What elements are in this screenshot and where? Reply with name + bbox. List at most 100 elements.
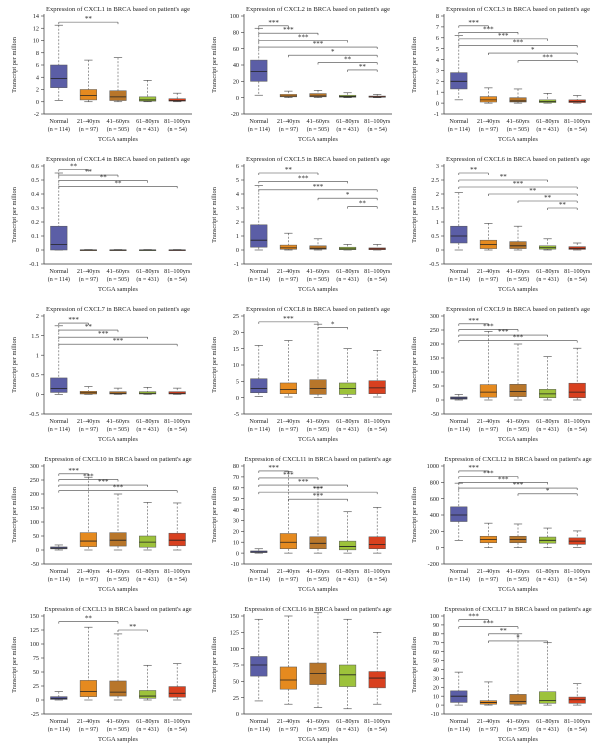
x-tick-count: (n = 97) (79, 126, 98, 133)
y-axis-label: Transcript per million (411, 36, 418, 93)
significance-bracket: * (517, 487, 578, 496)
y-tick-label: 0 (436, 702, 439, 709)
significance-bracket: *** (458, 475, 548, 485)
x-tick-label: 41–60yrs (106, 418, 130, 425)
significance-bracket: *** (258, 40, 378, 50)
x-tick-count: (n = 114) (48, 726, 70, 733)
box-2140yrs (79, 249, 97, 251)
x-tick-label: 61–80yrs (336, 118, 360, 125)
significance-label: *** (468, 613, 479, 621)
significance-label: *** (113, 484, 124, 492)
y-tick-label: 0.5 (31, 372, 39, 379)
box-81100yrs (568, 683, 586, 706)
x-tick-label: 41–60yrs (306, 118, 330, 125)
box-body (250, 59, 268, 82)
x-tick-count: (n = 97) (279, 426, 298, 433)
box-81100yrs (168, 92, 186, 103)
box-4160yrs (509, 225, 527, 251)
y-tick-label: 2 (36, 313, 39, 320)
x-tick-count: (n = 505) (307, 276, 329, 283)
significance-label: *** (68, 467, 79, 475)
box-body (509, 384, 527, 397)
x-tick-label: 41–60yrs (306, 568, 330, 575)
significance-label: ** (85, 323, 93, 331)
box-body (450, 690, 468, 703)
y-tick-label: 2.5 (431, 177, 439, 184)
x-tick-label: Normal (49, 568, 68, 575)
chart-panel: Expression of CXCL6 in BRCA based on pat… (411, 156, 592, 293)
x-tick-count: (n = 505) (107, 726, 129, 733)
x-tick-label: 41–60yrs (506, 718, 530, 725)
significance-bracket: ** (58, 179, 178, 189)
y-axis-label: Transcript per million (11, 186, 18, 243)
significance-label: *** (498, 328, 509, 336)
significance-bracket: * (488, 634, 548, 643)
box-normal (50, 325, 68, 395)
x-tick-label: 61–80yrs (536, 118, 560, 125)
x-tick-count: (n = 114) (248, 276, 270, 283)
box-2140yrs (79, 476, 97, 551)
y-axis-label: Transcript per million (11, 486, 18, 543)
significance-label: *** (68, 316, 79, 324)
chart-title: Expression of CXCL1 in BRCA based on pat… (46, 6, 190, 13)
x-tick-label: 21–40yrs (477, 568, 501, 575)
box-normal (450, 394, 468, 401)
significance-bracket: ** (58, 615, 119, 624)
box-2140yrs (279, 471, 297, 554)
box-normal (50, 172, 68, 251)
y-tick-label: 60 (233, 46, 239, 53)
x-tick-count: (n = 54) (368, 426, 387, 433)
y-tick-label: 50 (33, 669, 39, 676)
y-tick-label: 30 (233, 518, 239, 525)
x-tick-label: 41–60yrs (306, 268, 330, 275)
x-tick-label: Normal (249, 718, 268, 725)
box-6180yrs (339, 244, 357, 251)
box-81100yrs (568, 347, 586, 401)
significance-label: *** (513, 481, 524, 489)
box-body (168, 532, 186, 547)
box-body (368, 671, 386, 689)
x-tick-count: (n = 114) (248, 726, 270, 733)
x-tick-label: Normal (449, 718, 468, 725)
y-tick-label: 2 (436, 79, 439, 86)
box-normal (450, 482, 468, 541)
x-tick-count: (n = 114) (448, 426, 470, 433)
y-axis-label: Transcript per million (411, 186, 418, 243)
significance-label: *** (542, 54, 553, 62)
box-normal (250, 548, 268, 554)
significance-bracket: * (317, 320, 348, 330)
significance-bracket: ** (347, 200, 378, 209)
x-tick-count: (n = 505) (507, 426, 529, 433)
box-2140yrs (479, 87, 497, 104)
x-tick-count: (n = 431) (536, 276, 558, 283)
x-tick-count: (n = 97) (79, 726, 98, 733)
y-tick-label: 20 (233, 330, 239, 337)
x-tick-count: (n = 114) (48, 126, 70, 133)
significance-label: *** (283, 315, 294, 323)
x-tick-count: (n = 431) (336, 726, 358, 733)
significance-label: *** (468, 19, 479, 27)
significance-bracket: ** (488, 627, 519, 636)
chart-title: Expression of CXCL12 in BRCA based on pa… (444, 456, 591, 463)
significance-bracket: *** (458, 334, 578, 343)
box-4160yrs (109, 493, 127, 551)
significance-label: *** (313, 492, 324, 500)
y-axis-label: Transcript per million (211, 336, 218, 393)
x-tick-label: Normal (249, 568, 268, 575)
box-6180yrs (539, 238, 557, 251)
x-tick-count: (n = 505) (507, 276, 529, 283)
x-tick-label: 61–80yrs (336, 268, 360, 275)
box-6180yrs (539, 93, 557, 104)
box-body (139, 535, 157, 548)
box-body (50, 64, 68, 88)
y-tick-label: 0 (236, 711, 239, 718)
y-tick-label: 14 (33, 13, 39, 20)
significance-label: ** (359, 63, 367, 71)
x-tick-count: (n = 505) (307, 126, 329, 133)
significance-label: *** (298, 478, 309, 486)
significance-bracket: *** (58, 330, 148, 340)
x-axis-label: TCGA samples (298, 736, 338, 743)
box-81100yrs (568, 530, 586, 548)
x-tick-count: (n = 54) (368, 726, 387, 733)
box-6180yrs (139, 387, 157, 395)
